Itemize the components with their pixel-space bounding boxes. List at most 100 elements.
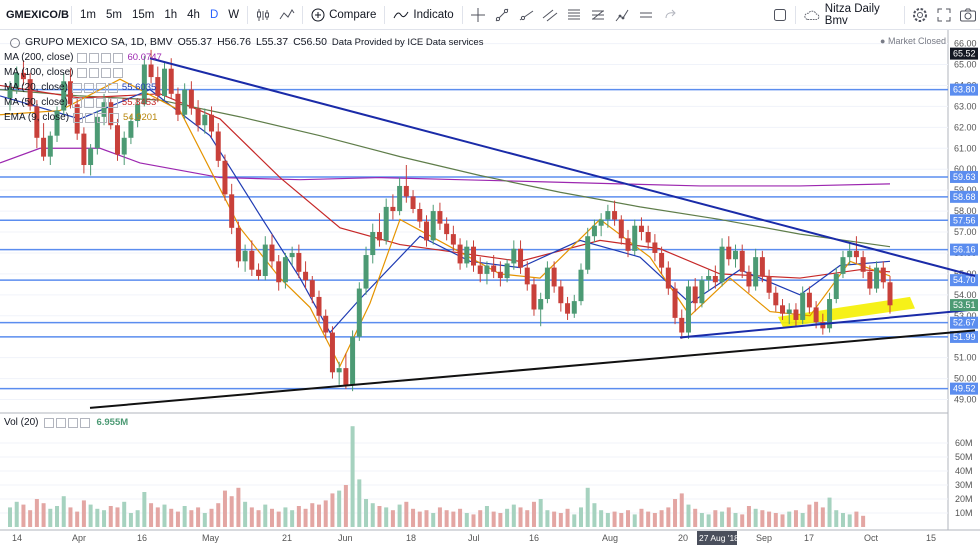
candle-body: [840, 257, 846, 274]
candle-body: [155, 77, 161, 96]
toolbar-divider: [302, 5, 304, 24]
interval-15m[interactable]: 15m: [131, 8, 155, 21]
level-price-tag: [950, 190, 978, 203]
legend-ma20-controls[interactable]: [71, 82, 118, 93]
volume-bar: [14, 501, 19, 527]
compare-button[interactable]: Compare: [306, 0, 381, 29]
legend-ma20[interactable]: MA (20, close) 55.6035: [4, 80, 483, 95]
price-chart[interactable]: 66.0065.0064.0063.0062.0061.0060.0059.00…: [0, 30, 980, 546]
channel-icon[interactable]: [538, 0, 562, 29]
candle-body: [323, 315, 329, 333]
fib-extension-icon[interactable]: [586, 0, 610, 29]
volume-bar: [350, 426, 355, 527]
indicators-button[interactable]: Indicato: [388, 0, 458, 29]
time-tick-label: 21: [282, 533, 292, 543]
volume-bar: [323, 500, 328, 527]
level-price-tag: [950, 382, 978, 395]
volume-bar: [626, 510, 631, 527]
volume-bar: [464, 513, 469, 527]
legend-ma100[interactable]: MA (100, close): [4, 65, 483, 80]
level-price-label: 57.56: [953, 215, 976, 225]
candle-body: [296, 252, 302, 272]
fib-retracement-icon[interactable]: [562, 0, 586, 29]
bar-style-icon[interactable]: [251, 0, 275, 29]
trend-line-icon[interactable]: [490, 0, 514, 29]
candle-body: [235, 227, 241, 262]
indicators-label: Indicato: [413, 8, 454, 21]
legend-ema9[interactable]: EMA (9, close) 54.9201: [4, 110, 483, 125]
collapse-icon[interactable]: [10, 37, 20, 48]
ohlc-close: C56.50: [293, 36, 327, 48]
legend-ma200-controls[interactable]: [77, 52, 124, 63]
symbol-search[interactable]: GMEXICO/B: [6, 8, 69, 21]
candle-body: [276, 261, 282, 283]
candle-body: [739, 250, 745, 272]
candle-body: [168, 68, 174, 94]
volume-bar: [61, 496, 66, 527]
candle-body: [571, 301, 577, 314]
fullscreen-toggle-icon[interactable]: [932, 0, 956, 29]
candle-body: [195, 108, 201, 126]
interval-5m[interactable]: 5m: [105, 8, 122, 21]
level-price-label: 51.99: [953, 332, 976, 342]
interval-d[interactable]: D: [209, 8, 219, 21]
candle-body: [423, 221, 429, 241]
candle-body: [61, 81, 67, 111]
volume-bar: [639, 508, 644, 527]
legend-ma100-controls[interactable]: [77, 67, 124, 78]
volume-bar: [34, 499, 39, 527]
volume-bar: [498, 513, 503, 527]
candle-body: [578, 269, 584, 302]
ray-icon[interactable]: [514, 0, 538, 29]
legend-ma200[interactable]: MA (200, close) 60.0747: [4, 50, 483, 65]
level-price-label: 63.80: [953, 85, 976, 95]
candle-body: [188, 89, 194, 109]
legend-ma20-label: MA (20, close): [4, 82, 68, 93]
volume-bar: [847, 514, 852, 527]
snapshot-camera-icon[interactable]: [956, 0, 980, 29]
price-tick-label: 54.00: [954, 290, 977, 300]
volume-bar: [820, 507, 825, 527]
volume-bar: [706, 514, 711, 527]
volume-bar: [108, 506, 113, 527]
legend-ma200-label: MA (200, close): [4, 52, 74, 63]
volume-bar: [310, 503, 315, 527]
interval-w[interactable]: W: [228, 8, 240, 21]
legend-ma100-label: MA (100, close): [4, 67, 74, 78]
volume-bar: [767, 511, 772, 527]
volume-bar: [135, 510, 140, 527]
candle-body: [531, 284, 537, 310]
legend-ma50-controls[interactable]: [71, 97, 118, 108]
level-price-tag: [950, 316, 978, 329]
legend-ema9-controls[interactable]: [73, 112, 120, 123]
volume-bar: [343, 485, 348, 527]
layout-name-button[interactable]: Nitza Daily Bmv: [799, 0, 901, 29]
candle-body: [350, 336, 356, 385]
path-icon[interactable]: [610, 0, 634, 29]
redo-icon[interactable]: [658, 0, 682, 29]
interval-1h[interactable]: 1h: [164, 8, 178, 21]
candle-body: [820, 322, 826, 329]
volume-tick-label: 60M: [955, 438, 973, 448]
volume-bar: [55, 506, 60, 527]
eraser-icon[interactable]: [634, 0, 658, 29]
volume-bar: [411, 508, 416, 527]
volume-bar: [699, 513, 704, 527]
candle-body: [538, 299, 544, 310]
last-price-label: 53.51: [953, 300, 976, 310]
volume-bar: [175, 511, 180, 527]
crosshair-icon[interactable]: [466, 0, 490, 29]
settings-gear-icon[interactable]: [908, 0, 932, 29]
level-price-label: 52.67: [953, 318, 976, 328]
volume-bar: [531, 501, 536, 527]
volume-bar: [102, 510, 107, 527]
interval-1m[interactable]: 1m: [80, 8, 96, 21]
volume-controls[interactable]: [44, 417, 91, 428]
candle-body: [847, 250, 853, 258]
interval-4h[interactable]: 4h: [187, 8, 200, 21]
ma200-line: [0, 147, 891, 187]
level-price-tag: [950, 330, 978, 343]
fullscreen-icon[interactable]: [768, 0, 792, 29]
wave-icon[interactable]: [275, 0, 299, 29]
legend-ma50[interactable]: MA (50, close) 55.8453: [4, 95, 483, 110]
